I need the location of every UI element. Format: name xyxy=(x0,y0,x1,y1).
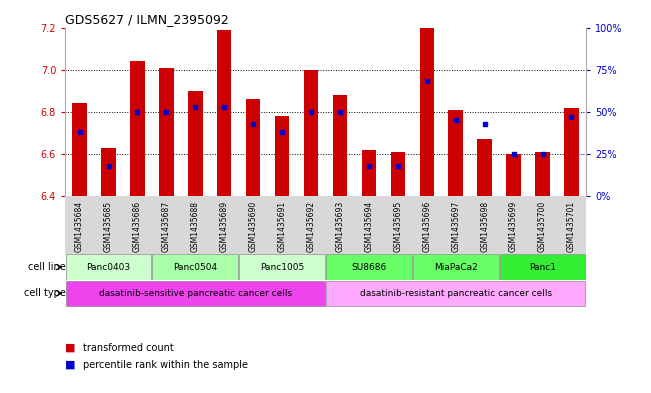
Text: Panc1005: Panc1005 xyxy=(260,263,304,272)
Bar xyxy=(152,254,238,280)
Text: GSM1435697: GSM1435697 xyxy=(451,200,460,252)
Text: GSM1435688: GSM1435688 xyxy=(191,200,200,252)
Text: GDS5627 / ILMN_2395092: GDS5627 / ILMN_2395092 xyxy=(65,13,229,26)
Text: ■: ■ xyxy=(65,343,76,353)
Text: dasatinib-sensitive pancreatic cancer cells: dasatinib-sensitive pancreatic cancer ce… xyxy=(99,289,292,298)
Text: GSM1435694: GSM1435694 xyxy=(365,200,374,252)
Text: GSM1435690: GSM1435690 xyxy=(249,200,258,252)
Text: GSM1435695: GSM1435695 xyxy=(393,200,402,252)
Bar xyxy=(500,254,585,280)
Text: GSM1435689: GSM1435689 xyxy=(220,200,229,252)
Text: Panc1: Panc1 xyxy=(529,263,556,272)
Bar xyxy=(66,254,151,280)
Bar xyxy=(275,116,289,196)
Bar xyxy=(188,91,202,196)
Bar xyxy=(326,281,585,306)
Text: GSM1435698: GSM1435698 xyxy=(480,200,489,252)
Text: GSM1435699: GSM1435699 xyxy=(509,200,518,252)
Text: dasatinib-resistant pancreatic cancer cells: dasatinib-resistant pancreatic cancer ce… xyxy=(359,289,552,298)
Text: percentile rank within the sample: percentile rank within the sample xyxy=(83,360,248,370)
Bar xyxy=(535,152,549,196)
Bar xyxy=(217,29,232,196)
Text: Panc0504: Panc0504 xyxy=(173,263,217,272)
Bar xyxy=(66,281,325,306)
Text: GSM1435692: GSM1435692 xyxy=(307,200,316,252)
Bar xyxy=(391,152,405,196)
Bar xyxy=(130,61,145,196)
Bar xyxy=(326,254,411,280)
Bar xyxy=(419,28,434,196)
Text: transformed count: transformed count xyxy=(83,343,174,353)
Text: GSM1435687: GSM1435687 xyxy=(162,200,171,252)
Text: GSM1435701: GSM1435701 xyxy=(567,200,576,252)
Bar xyxy=(159,68,174,196)
Bar xyxy=(449,110,463,196)
Text: GSM1435685: GSM1435685 xyxy=(104,200,113,252)
Bar xyxy=(304,70,318,196)
Text: cell line: cell line xyxy=(27,262,65,272)
Bar xyxy=(72,103,87,196)
Text: cell type: cell type xyxy=(23,288,65,298)
Text: GSM1435693: GSM1435693 xyxy=(335,200,344,252)
Bar xyxy=(564,108,579,196)
Bar xyxy=(102,147,116,196)
Bar xyxy=(477,139,492,196)
Text: GSM1435691: GSM1435691 xyxy=(277,200,286,252)
Bar xyxy=(246,99,260,196)
Bar xyxy=(240,254,325,280)
Text: SU8686: SU8686 xyxy=(352,263,387,272)
Text: ■: ■ xyxy=(65,360,76,370)
Text: GSM1435696: GSM1435696 xyxy=(422,200,431,252)
Bar xyxy=(333,95,347,196)
Bar xyxy=(506,154,521,196)
Bar xyxy=(362,150,376,196)
Text: GSM1435686: GSM1435686 xyxy=(133,200,142,252)
Bar xyxy=(413,254,499,280)
Text: Panc0403: Panc0403 xyxy=(87,263,131,272)
Text: GSM1435700: GSM1435700 xyxy=(538,200,547,252)
Text: GSM1435684: GSM1435684 xyxy=(75,200,84,252)
Text: MiaPaCa2: MiaPaCa2 xyxy=(434,263,478,272)
